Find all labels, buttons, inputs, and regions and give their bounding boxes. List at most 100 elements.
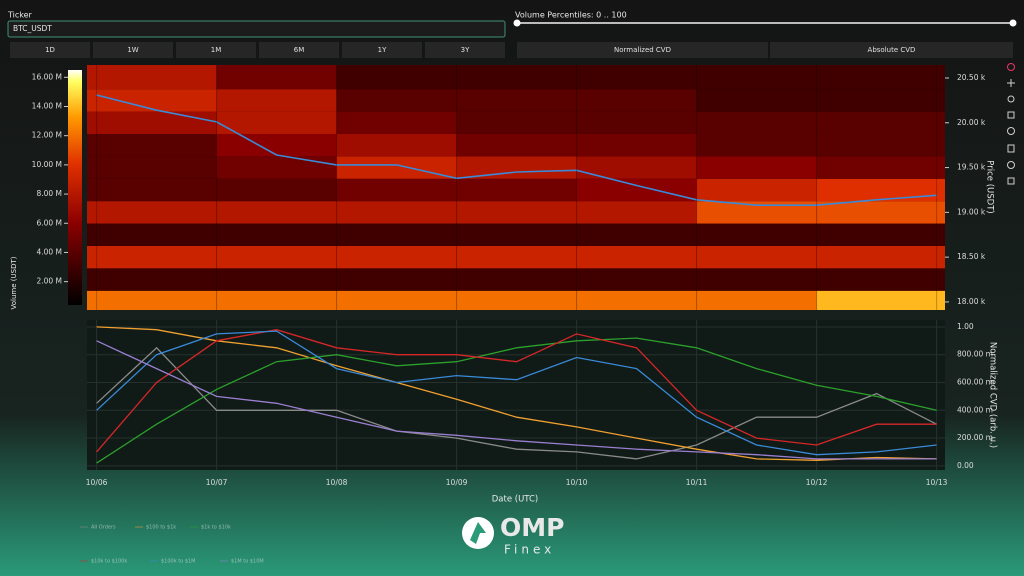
y-tick-label: 400.00 m xyxy=(957,405,993,414)
range-button[interactable] xyxy=(176,42,256,58)
heatmap-cell xyxy=(696,223,817,246)
heatmap-cell xyxy=(696,133,817,157)
range-button[interactable] xyxy=(259,42,339,58)
heatmap-cell xyxy=(336,201,457,224)
y-axis-title: Normalized CVD (arb. u.) xyxy=(988,342,998,448)
ticker-label: Ticker xyxy=(7,11,33,20)
heatmap-cell xyxy=(456,133,577,157)
reset-tool[interactable] xyxy=(1007,127,1015,135)
heatmap-cell xyxy=(456,65,577,90)
heatmap-cell xyxy=(87,89,217,112)
slider-handle[interactable] xyxy=(513,19,521,27)
heatmap-cell xyxy=(696,156,817,179)
heatmap-cell xyxy=(336,290,457,310)
y-tick-label: 600.00 m xyxy=(957,378,993,387)
x-tick-label: 10/11 xyxy=(686,478,708,487)
x-tick-label: 10/13 xyxy=(926,478,948,487)
heatmap-cell xyxy=(216,245,337,269)
y-tick-label: 20.50 k xyxy=(957,73,986,82)
heatmap-cell xyxy=(87,268,217,291)
heatmap-cell xyxy=(216,223,337,246)
heatmap-cell xyxy=(696,245,817,269)
x-tick-label: 10/09 xyxy=(446,478,468,487)
heatmap-cell xyxy=(696,111,817,134)
legend-label: $100 to $1k xyxy=(146,525,176,531)
heatmap-cell xyxy=(696,268,817,291)
range-button[interactable] xyxy=(342,42,422,58)
zoom-tool[interactable] xyxy=(1007,95,1015,103)
cvd-line xyxy=(96,330,937,456)
colorbar-tick-label: 16.00 M xyxy=(32,72,62,81)
heatmap-cell xyxy=(216,178,337,202)
heatmap-cell xyxy=(87,133,217,157)
heatmap-cell xyxy=(336,178,457,202)
heatmap-cell xyxy=(816,201,945,224)
help-tool[interactable] xyxy=(1007,177,1015,185)
heatmap-cell xyxy=(696,201,817,224)
colorbar-tick-label: 2.00 M xyxy=(36,277,62,286)
hover-tool[interactable] xyxy=(1007,161,1015,169)
heatmap-cell xyxy=(816,89,945,112)
y-axis-title: Price (USDT) xyxy=(985,160,995,213)
cvd-line xyxy=(96,346,937,460)
heatmap-cell xyxy=(576,111,697,134)
brand-name: OMP xyxy=(500,513,564,542)
heatmap-cell xyxy=(696,290,817,310)
heatmap-cell xyxy=(216,290,337,310)
save-tool[interactable] xyxy=(1007,144,1015,153)
heatmap-cell xyxy=(456,156,577,179)
x-tick-label: 10/10 xyxy=(566,478,588,487)
y-tick-label: 200.00 m xyxy=(957,433,993,442)
heatmap-cell xyxy=(87,223,217,246)
range-button[interactable] xyxy=(10,42,90,58)
range-button-label: 1D xyxy=(45,46,55,54)
y-tick-label: 0.00 xyxy=(957,461,974,470)
heatmap-cell xyxy=(456,111,577,134)
heatmap-cell xyxy=(456,178,577,202)
heatmap-cell xyxy=(87,156,217,179)
price-line xyxy=(96,94,937,206)
cvd-line xyxy=(96,337,937,464)
mode-button[interactable] xyxy=(770,42,1013,58)
range-button-label: 6M xyxy=(294,46,305,54)
mode-button-label: Absolute CVD xyxy=(868,46,916,54)
ticker-value: BTC_USDT xyxy=(13,24,52,33)
heatmap-cell xyxy=(216,111,337,134)
mode-button-label: Normalized CVD xyxy=(614,46,671,54)
cvd-area xyxy=(87,320,945,470)
heatmap-cell xyxy=(816,111,945,134)
logo: OMP Finex xyxy=(462,513,564,557)
mode-button[interactable] xyxy=(517,42,768,58)
toolbar-logo[interactable] xyxy=(1007,63,1015,71)
slider-handle[interactable] xyxy=(1009,19,1017,27)
heatmap-cell xyxy=(336,223,457,246)
select-tool[interactable] xyxy=(1007,111,1015,119)
range-button[interactable] xyxy=(425,42,505,58)
heatmap-cell xyxy=(576,223,697,246)
heatmap-cell xyxy=(696,178,817,202)
pan-tool[interactable] xyxy=(1007,79,1015,87)
colorbar-tick-label: 6.00 M xyxy=(36,218,62,227)
heatmap-cell xyxy=(87,111,217,134)
heatmap-cell xyxy=(87,201,217,224)
colorbar-tick-label: 10.00 M xyxy=(32,160,62,169)
x-tick-label: 10/06 xyxy=(86,478,108,487)
range-buttons: 1D 1W 1M 6M 1Y 3Y Normalized CVD Absolute CVD xyxy=(10,42,1013,58)
heatmap-cell xyxy=(336,111,457,134)
colorbar xyxy=(68,70,82,305)
heatmap-cell xyxy=(816,290,945,310)
range-button-label: 1M xyxy=(211,46,222,54)
heatmap-cell xyxy=(336,89,457,112)
x-tick-label: 10/08 xyxy=(326,478,348,487)
heatmap-cell xyxy=(336,156,457,179)
range-button-label: 3Y xyxy=(461,46,470,54)
range-button[interactable] xyxy=(93,42,173,58)
x-tick-label: 10/12 xyxy=(806,478,828,487)
heatmap-cell xyxy=(336,268,457,291)
heatmap-cell xyxy=(456,245,577,269)
heatmap-cell xyxy=(216,156,337,179)
ticker-input[interactable] xyxy=(7,20,506,38)
heatmap-cell xyxy=(816,65,945,90)
legend-label: $100k to $1M xyxy=(161,559,196,565)
